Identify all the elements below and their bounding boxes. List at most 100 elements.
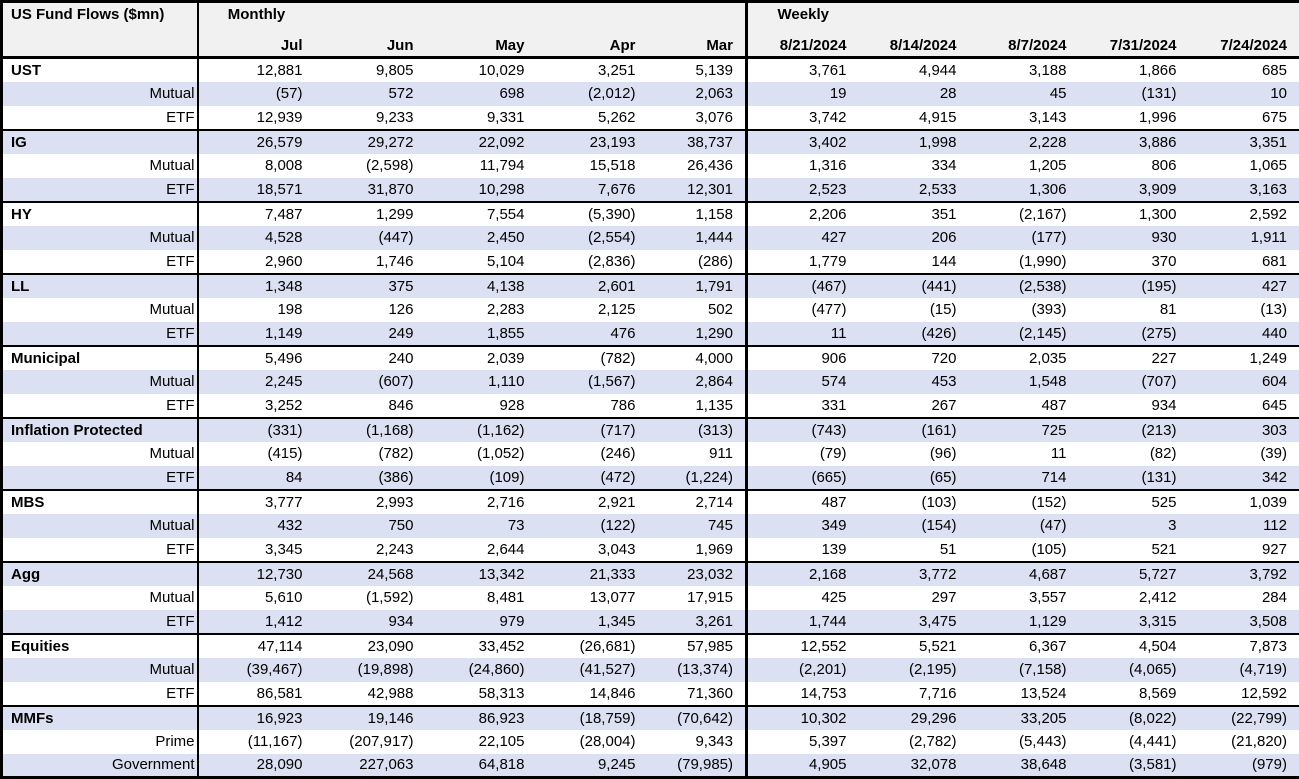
group-row-label: MBS — [2, 490, 198, 514]
value-cell: 906 — [747, 346, 859, 370]
value-cell: 1,299 — [315, 202, 426, 226]
value-cell: 1,866 — [1079, 58, 1189, 82]
value-cell: 26,436 — [648, 154, 747, 178]
column-header-mar: Mar — [648, 30, 747, 58]
value-cell: 4,504 — [1079, 634, 1189, 658]
table-row: Prime(11,167)(207,917)22,105(28,004)9,34… — [2, 730, 1299, 754]
value-cell: 934 — [1079, 394, 1189, 418]
value-cell: (313) — [648, 418, 747, 442]
value-cell: 31,870 — [315, 178, 426, 202]
value-cell: 698 — [426, 82, 537, 106]
value-cell: 13,342 — [426, 562, 537, 586]
value-cell: 5,496 — [198, 346, 315, 370]
value-cell: (195) — [1079, 274, 1189, 298]
value-cell: 5,727 — [1079, 562, 1189, 586]
value-cell: 979 — [426, 610, 537, 634]
value-cell: 432 — [198, 514, 315, 538]
value-cell: 3,251 — [537, 58, 648, 82]
value-cell: (2,167) — [969, 202, 1079, 226]
value-cell: (13,374) — [648, 658, 747, 682]
value-cell: 1,110 — [426, 370, 537, 394]
value-cell: (65) — [859, 466, 969, 490]
value-cell: 1,791 — [648, 274, 747, 298]
value-cell: 685 — [1189, 58, 1299, 82]
value-cell: 227 — [1079, 346, 1189, 370]
value-cell: 57,985 — [648, 634, 747, 658]
value-cell: (5,390) — [537, 202, 648, 226]
table-title: US Fund Flows ($mn) — [2, 2, 198, 58]
value-cell: (21,820) — [1189, 730, 1299, 754]
value-cell: 1,290 — [648, 322, 747, 346]
value-cell: 3,261 — [648, 610, 747, 634]
value-cell: 16,923 — [198, 706, 315, 730]
sub-row-label: ETF — [2, 394, 198, 418]
value-cell: (2,554) — [537, 226, 648, 250]
value-cell: 8,569 — [1079, 682, 1189, 706]
column-header-week-1: 8/21/2024 — [747, 30, 859, 58]
section-label-monthly: Monthly — [198, 2, 315, 31]
table-row: Mutual(415)(782)(1,052)(246)911(79)(96)1… — [2, 442, 1299, 466]
value-cell: 5,139 — [648, 58, 747, 82]
value-cell: 84 — [198, 466, 315, 490]
value-cell: 806 — [1079, 154, 1189, 178]
value-cell: 427 — [747, 226, 859, 250]
value-cell: 4,000 — [648, 346, 747, 370]
value-cell: 3,076 — [648, 106, 747, 130]
value-cell: 502 — [648, 298, 747, 322]
value-cell: (207,917) — [315, 730, 426, 754]
value-cell: 38,737 — [648, 130, 747, 154]
value-cell: 303 — [1189, 418, 1299, 442]
sub-row-label: Mutual — [2, 442, 198, 466]
value-cell: (607) — [315, 370, 426, 394]
sub-row-label: ETF — [2, 250, 198, 274]
value-cell: (8,022) — [1079, 706, 1189, 730]
value-cell: 206 — [859, 226, 969, 250]
value-cell: 4,944 — [859, 58, 969, 82]
value-cell: (415) — [198, 442, 315, 466]
value-cell: 1,135 — [648, 394, 747, 418]
value-cell: (246) — [537, 442, 648, 466]
sub-row-label: Mutual — [2, 226, 198, 250]
value-cell: 7,676 — [537, 178, 648, 202]
value-cell: 342 — [1189, 466, 1299, 490]
group-row-label: Municipal — [2, 346, 198, 370]
value-cell: 750 — [315, 514, 426, 538]
value-cell: (131) — [1079, 466, 1189, 490]
value-cell: (213) — [1079, 418, 1189, 442]
value-cell: (782) — [315, 442, 426, 466]
value-cell: (47) — [969, 514, 1079, 538]
value-cell: 1,548 — [969, 370, 1079, 394]
value-cell: 1,345 — [537, 610, 648, 634]
header-spacer — [315, 2, 426, 31]
value-cell: (707) — [1079, 370, 1189, 394]
value-cell: 7,554 — [426, 202, 537, 226]
value-cell: (105) — [969, 538, 1079, 562]
value-cell: 2,714 — [648, 490, 747, 514]
section-label-weekly: Weekly — [747, 2, 859, 31]
value-cell: 1,412 — [198, 610, 315, 634]
value-cell: 911 — [648, 442, 747, 466]
value-cell: (154) — [859, 514, 969, 538]
value-cell: 12,301 — [648, 178, 747, 202]
value-cell: 28 — [859, 82, 969, 106]
value-cell: (1,592) — [315, 586, 426, 610]
sub-row-label: Mutual — [2, 514, 198, 538]
value-cell: 2,283 — [426, 298, 537, 322]
value-cell: 846 — [315, 394, 426, 418]
column-header-week-3: 8/7/2024 — [969, 30, 1079, 58]
value-cell: 370 — [1079, 250, 1189, 274]
value-cell: 126 — [315, 298, 426, 322]
value-cell: (15) — [859, 298, 969, 322]
value-cell: 2,125 — [537, 298, 648, 322]
column-header-apr: Apr — [537, 30, 648, 58]
value-cell: 22,092 — [426, 130, 537, 154]
value-cell: 1,855 — [426, 322, 537, 346]
value-cell: 11,794 — [426, 154, 537, 178]
